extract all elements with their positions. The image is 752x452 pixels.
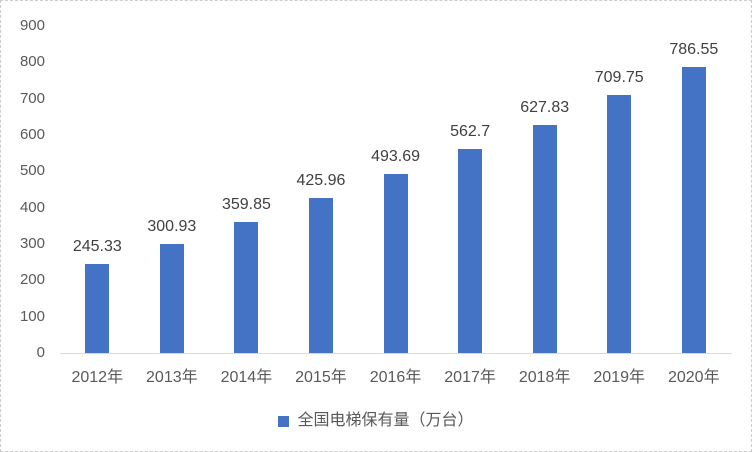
x-tick-label: 2014年 (220, 369, 273, 386)
x-tick-label: 2012年 (71, 369, 124, 386)
bar-data-label: 493.69 (371, 147, 420, 165)
bar (607, 95, 632, 353)
x-tick-label: 2018年 (518, 369, 571, 386)
x-tick-label: 2019年 (593, 369, 646, 386)
y-tick-label: 900 (19, 17, 45, 34)
bar-group: 425.96 (284, 26, 359, 353)
y-tick-label: 400 (19, 198, 45, 216)
y-axis: 0 100 200 300 400 500 600 700 800 900 (1, 1, 46, 451)
x-axis-line (60, 353, 732, 354)
x-tick-label: 2017年 (444, 369, 496, 386)
bar-group: 709.75 (582, 26, 657, 353)
bar (532, 124, 557, 353)
bar-data-label: 562.7 (450, 122, 491, 140)
x-tick-label: 2015年 (295, 369, 347, 386)
bar-data-label: 709.75 (594, 69, 644, 87)
legend: 全国电梯保有量（万台） (1, 411, 751, 431)
y-tick-label: 600 (19, 126, 45, 143)
y-tick-label: 700 (19, 89, 45, 107)
bar-group: 359.85 (209, 26, 284, 353)
bar-data-label: 425.96 (296, 172, 346, 190)
bar-group: 786.55 (657, 26, 732, 353)
x-tick-label: 2016年 (369, 369, 422, 386)
bar-group: 245.33 (60, 26, 135, 353)
legend-marker-icon (278, 415, 290, 427)
y-tick-label: 100 (19, 307, 45, 325)
y-tick-label: 200 (19, 271, 45, 289)
bar (681, 67, 706, 353)
x-tick-label: 2013年 (146, 369, 198, 386)
bar-data-label: 300.93 (147, 217, 197, 235)
y-tick-label: 0 (36, 344, 45, 361)
x-tick-label: 2020年 (667, 369, 720, 386)
bar-data-label: 359.85 (221, 196, 271, 214)
bar (234, 222, 259, 353)
bar-group: 300.93 (135, 26, 210, 353)
x-axis-labels: 2012年 2013年 2014年 2015年 2016年 2017年 2018年 2019年… (60, 367, 731, 389)
bar-data-label: 786.55 (669, 41, 719, 59)
bar (458, 148, 483, 353)
plot-area: 245.33 300.93 359.85 425.96 493.69 562.7 627.8… (60, 26, 731, 353)
bar (85, 263, 110, 353)
bar-group: 493.69 (358, 26, 433, 353)
legend-label: 全国电梯保有量（万台） (297, 412, 474, 429)
bar (383, 173, 408, 353)
bar-data-label: 627.83 (520, 98, 570, 116)
bar (159, 243, 184, 353)
bar-group: 562.7 (433, 26, 508, 353)
bar (308, 198, 333, 353)
y-tick-label: 300 (19, 235, 45, 252)
y-tick-label: 500 (19, 162, 45, 180)
bar-group: 627.83 (507, 26, 582, 353)
bar-data-label: 245.33 (72, 237, 122, 255)
y-tick-label: 800 (19, 53, 45, 71)
